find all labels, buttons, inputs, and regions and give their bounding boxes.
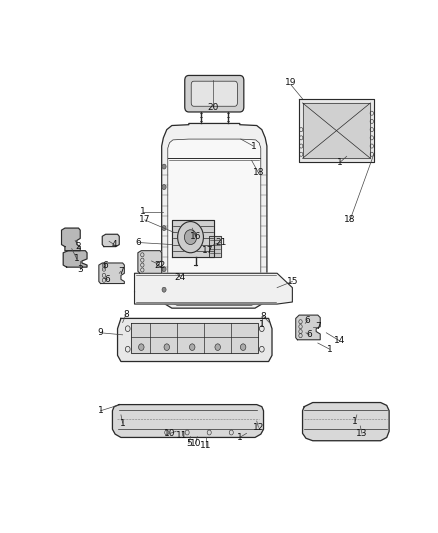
Text: 17: 17 xyxy=(139,215,151,224)
Polygon shape xyxy=(168,139,261,305)
Circle shape xyxy=(162,266,166,272)
Circle shape xyxy=(162,287,166,292)
Text: 1: 1 xyxy=(259,320,265,329)
Polygon shape xyxy=(172,220,214,257)
Text: 1: 1 xyxy=(352,416,358,425)
Polygon shape xyxy=(134,273,293,304)
Text: 15: 15 xyxy=(286,277,298,286)
Polygon shape xyxy=(63,251,87,267)
Text: 8: 8 xyxy=(261,312,266,321)
Text: 6: 6 xyxy=(105,275,110,284)
Polygon shape xyxy=(296,315,320,340)
Circle shape xyxy=(240,344,246,350)
Text: 14: 14 xyxy=(334,336,346,345)
Text: 1: 1 xyxy=(237,433,243,442)
Text: 9: 9 xyxy=(98,328,103,337)
Circle shape xyxy=(162,225,166,231)
Text: 24: 24 xyxy=(175,273,186,282)
Text: 18: 18 xyxy=(344,215,356,224)
Polygon shape xyxy=(61,228,80,251)
Text: 4: 4 xyxy=(111,240,117,249)
Polygon shape xyxy=(131,322,258,353)
Text: 1: 1 xyxy=(251,142,256,150)
Text: 6: 6 xyxy=(103,261,109,270)
Polygon shape xyxy=(117,318,272,361)
Text: 7: 7 xyxy=(315,322,321,331)
Text: 10: 10 xyxy=(164,429,176,438)
Text: 6: 6 xyxy=(307,330,312,340)
Text: 5: 5 xyxy=(186,439,192,448)
Text: 7: 7 xyxy=(118,266,124,276)
Polygon shape xyxy=(162,124,267,308)
Circle shape xyxy=(138,344,144,350)
Circle shape xyxy=(162,184,166,190)
Text: 3: 3 xyxy=(78,265,83,273)
Text: 1: 1 xyxy=(120,418,126,427)
FancyBboxPatch shape xyxy=(185,76,244,112)
Text: 6: 6 xyxy=(305,316,311,325)
Circle shape xyxy=(162,164,166,169)
Text: 11: 11 xyxy=(176,431,188,440)
Text: 1: 1 xyxy=(74,254,80,263)
Circle shape xyxy=(190,344,195,350)
Text: 17: 17 xyxy=(202,246,213,255)
Polygon shape xyxy=(102,235,119,247)
Text: 20: 20 xyxy=(207,102,218,111)
Text: 16: 16 xyxy=(190,232,201,241)
Polygon shape xyxy=(303,402,389,441)
Text: 6: 6 xyxy=(135,238,141,247)
Polygon shape xyxy=(99,263,124,284)
Text: 12: 12 xyxy=(253,423,264,432)
Polygon shape xyxy=(303,103,371,158)
FancyBboxPatch shape xyxy=(191,81,237,106)
Text: 11: 11 xyxy=(200,441,212,450)
Circle shape xyxy=(178,222,203,253)
Circle shape xyxy=(184,230,197,245)
Polygon shape xyxy=(138,251,162,273)
Text: 1: 1 xyxy=(140,207,146,216)
Circle shape xyxy=(215,344,220,350)
Text: 22: 22 xyxy=(154,261,166,270)
Polygon shape xyxy=(299,99,374,163)
Text: 2: 2 xyxy=(76,242,81,251)
Polygon shape xyxy=(209,236,221,257)
Text: 1: 1 xyxy=(98,406,103,415)
Text: 8: 8 xyxy=(123,310,129,319)
Text: 18: 18 xyxy=(253,168,264,177)
Text: 1: 1 xyxy=(327,345,332,354)
Text: 21: 21 xyxy=(215,238,227,247)
Polygon shape xyxy=(113,405,264,438)
Circle shape xyxy=(164,344,170,350)
Text: 10: 10 xyxy=(190,439,201,448)
Text: 1: 1 xyxy=(337,158,343,167)
Text: 19: 19 xyxy=(285,78,297,87)
Text: 13: 13 xyxy=(356,429,368,438)
